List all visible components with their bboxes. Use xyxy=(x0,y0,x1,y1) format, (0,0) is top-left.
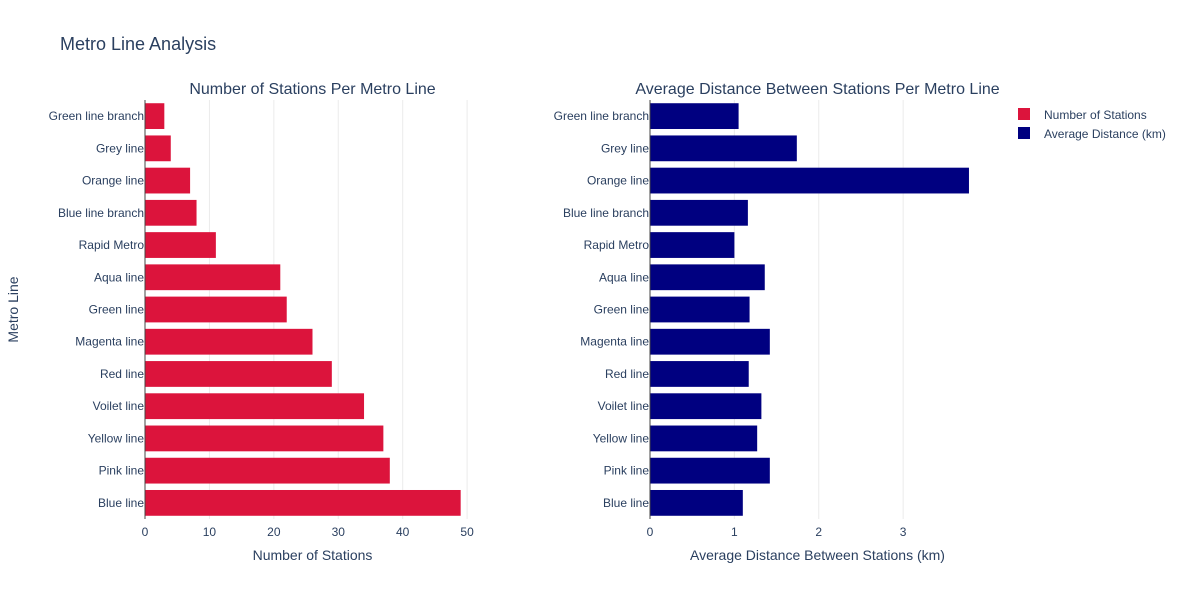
bar[interactable] xyxy=(145,103,165,130)
bar[interactable] xyxy=(145,199,197,226)
legend: Number of Stations Average Distance (km) xyxy=(1018,108,1166,141)
bar[interactable] xyxy=(650,328,770,355)
y-tick-label: Rapid Metro xyxy=(79,238,145,252)
y-tick-label: Aqua line xyxy=(94,270,144,284)
y-tick-label: Magenta line xyxy=(75,335,144,349)
bar[interactable] xyxy=(650,296,750,323)
legend-label-distance[interactable]: Average Distance (km) xyxy=(1044,127,1166,141)
x-axis-title: Average Distance Between Stations (km) xyxy=(690,547,945,563)
x-tick-label: 30 xyxy=(332,525,346,539)
subplot-title: Number of Stations Per Metro Line xyxy=(189,81,435,98)
y-tick-label: Orange line xyxy=(82,174,144,188)
y-tick-label: Yellow line xyxy=(593,431,650,445)
chart-title: Metro Line Analysis xyxy=(60,34,216,54)
x-tick-label: 40 xyxy=(396,525,410,539)
x-tick-label: 2 xyxy=(815,525,822,539)
bar[interactable] xyxy=(650,489,743,516)
y-tick-label: Green line branch xyxy=(49,109,144,123)
y-tick-label: Green line xyxy=(89,303,145,317)
bar[interactable] xyxy=(145,328,313,355)
y-tick-label: Blue line branch xyxy=(563,206,649,220)
y-tick-label: Red line xyxy=(605,367,649,381)
bar[interactable] xyxy=(145,135,171,162)
y-tick-label: Pink line xyxy=(604,464,650,478)
y-tick-label: Aqua line xyxy=(599,270,649,284)
bar[interactable] xyxy=(650,264,765,291)
y-tick-label: Blue line xyxy=(603,496,649,510)
y-tick-label: Green line xyxy=(594,303,650,317)
x-tick-label: 0 xyxy=(647,525,654,539)
y-tick-label: Magenta line xyxy=(580,335,649,349)
bar[interactable] xyxy=(650,103,739,130)
y-tick-label: Yellow line xyxy=(88,431,145,445)
x-axis-title: Number of Stations xyxy=(253,547,373,563)
y-axis-title: Metro Line xyxy=(5,276,21,342)
x-tick-label: 50 xyxy=(460,525,474,539)
bar[interactable] xyxy=(145,167,191,194)
bar[interactable] xyxy=(145,361,332,387)
legend-label-stations[interactable]: Number of Stations xyxy=(1044,108,1147,122)
bar[interactable] xyxy=(650,167,969,194)
x-tick-label: 10 xyxy=(203,525,217,539)
x-tick-label: 20 xyxy=(267,525,281,539)
bar[interactable] xyxy=(650,232,735,258)
y-tick-label: Voilet line xyxy=(93,399,145,413)
bar[interactable] xyxy=(145,264,281,291)
bar[interactable] xyxy=(650,457,770,484)
y-tick-label: Pink line xyxy=(99,464,145,478)
y-tick-label: Voilet line xyxy=(598,399,650,413)
y-tick-label: Blue line branch xyxy=(58,206,144,220)
bar[interactable] xyxy=(650,199,748,226)
bar[interactable] xyxy=(650,135,797,162)
bar[interactable] xyxy=(145,489,461,516)
y-tick-label: Green line branch xyxy=(554,109,649,123)
y-tick-label: Grey line xyxy=(96,141,144,155)
bar[interactable] xyxy=(145,393,365,420)
legend-swatch-distance[interactable] xyxy=(1018,127,1030,139)
subplot-title: Average Distance Between Stations Per Me… xyxy=(635,81,999,98)
y-tick-label: Orange line xyxy=(587,174,649,188)
bar[interactable] xyxy=(145,296,287,323)
legend-swatch-stations[interactable] xyxy=(1018,108,1030,120)
y-tick-label: Grey line xyxy=(601,141,649,155)
y-tick-label: Red line xyxy=(100,367,144,381)
bar[interactable] xyxy=(145,457,390,484)
x-tick-label: 3 xyxy=(900,525,907,539)
y-tick-label: Blue line xyxy=(98,496,144,510)
bar[interactable] xyxy=(145,425,384,452)
y-tick-label: Rapid Metro xyxy=(584,238,650,252)
stations-subplot: Number of Stations Per Metro Line 0 10 20 30… xyxy=(5,81,474,563)
bar[interactable] xyxy=(650,425,758,452)
x-tick-label: 1 xyxy=(731,525,738,539)
bar[interactable] xyxy=(145,232,216,258)
distance-subplot: Average Distance Between Stations Per Me… xyxy=(554,81,1000,563)
bar[interactable] xyxy=(650,393,762,420)
bar[interactable] xyxy=(650,361,749,387)
x-tick-label: 0 xyxy=(142,525,149,539)
